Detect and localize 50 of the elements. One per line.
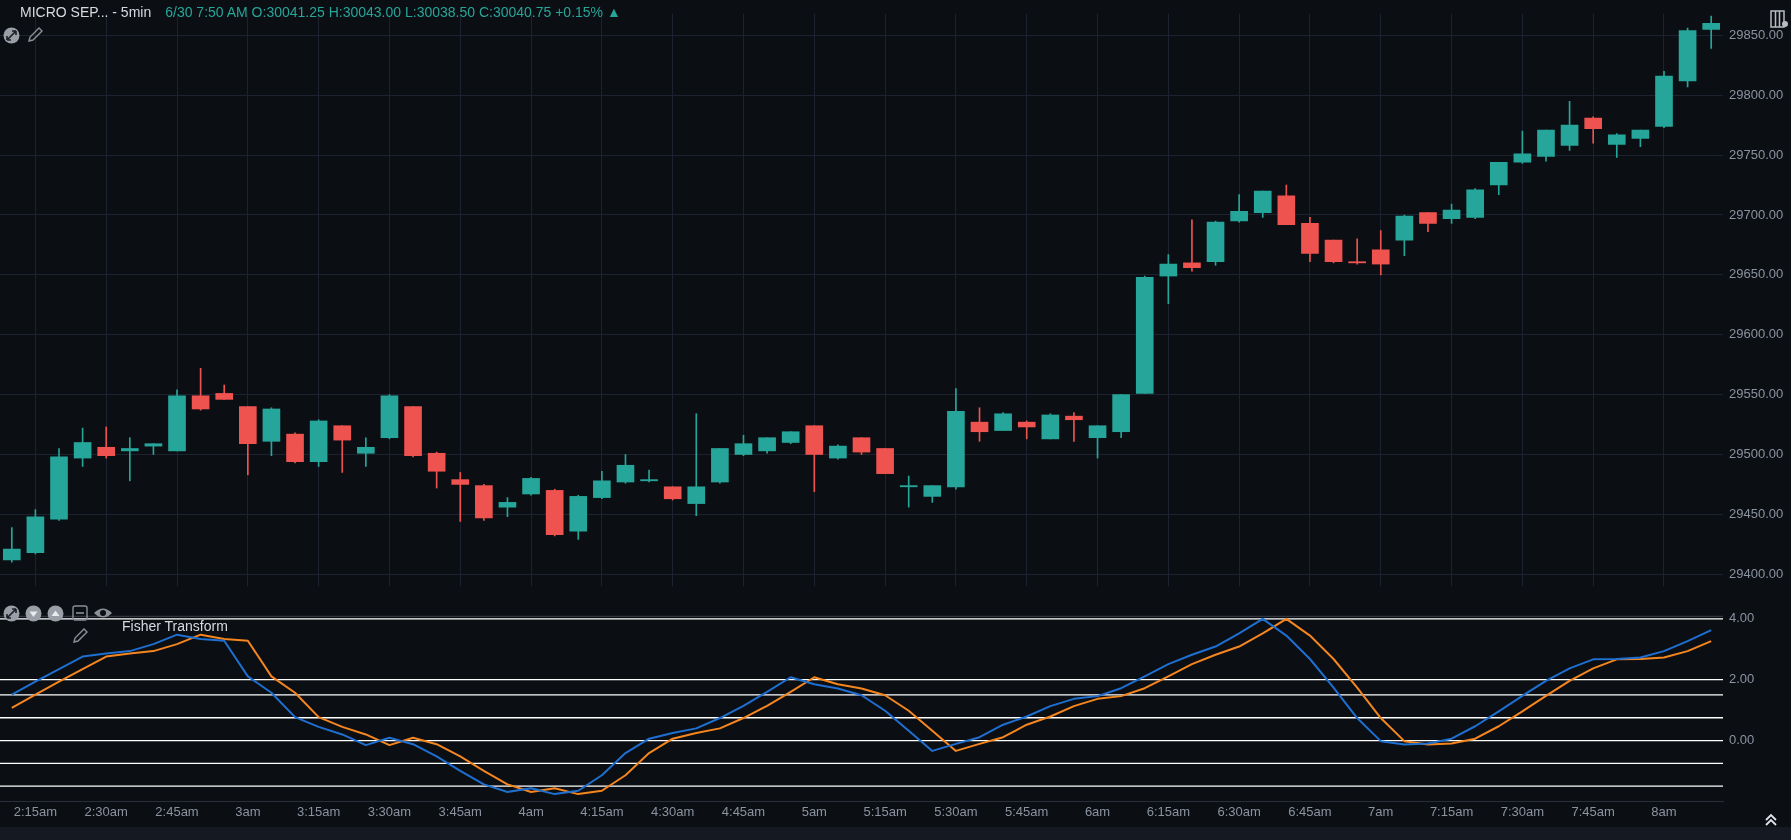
y-tick-label: 0.00 (1729, 732, 1755, 748)
y-tick-label: 2.00 (1729, 671, 1755, 687)
y-tick-label: 29550.00 (1729, 386, 1784, 402)
y-tick-label: 29600.00 (1729, 326, 1784, 342)
x-tick-label: 5:45am (1005, 803, 1049, 819)
x-tick-label: 3:30am (367, 803, 412, 819)
candlestick (899, 475, 918, 508)
x-tick-label: 4:45am (721, 803, 766, 819)
x-tick-label: 7:45am (1571, 803, 1615, 819)
x-tick-label: 3:15am (296, 803, 341, 819)
chart-title: Fisher Transform (122, 618, 228, 634)
x-tick-label: 8am (1651, 803, 1677, 819)
x-tick-label: 7am (1368, 803, 1394, 819)
candlestick (1702, 15, 1721, 49)
x-tick-label: 2:15am (13, 803, 58, 819)
candlestick (687, 413, 706, 516)
x-tick-label: 6am (1084, 803, 1111, 819)
x-tick-label: 4am (518, 803, 544, 819)
y-tick-label: 29750.00 (1729, 146, 1784, 162)
x-tick-label: 6:15am (1146, 803, 1191, 819)
y-tick-label: 29500.00 (1729, 446, 1784, 462)
candlestick (1348, 238, 1366, 265)
y-tick-label: 29850.00 (1729, 26, 1784, 42)
y-tick-label: 29700.00 (1729, 206, 1784, 222)
x-tick-label: 6:45am (1288, 803, 1332, 819)
candlestick (451, 472, 470, 522)
x-tick-label: 3am (235, 803, 261, 819)
x-tick-label: 5:15am (863, 803, 907, 819)
y-tick-label: 29450.00 (1729, 505, 1784, 521)
candlestick (1065, 412, 1083, 442)
x-tick-label: 3:45am (438, 803, 482, 819)
candlestick (120, 437, 139, 482)
y-tick-label: 4.00 (1729, 610, 1755, 626)
x-tick-label: 7:15am (1429, 803, 1474, 819)
x-tick-label: 4:15am (580, 803, 624, 819)
candlestick (1183, 219, 1201, 272)
x-tick-label: 4:30am (650, 803, 695, 819)
x-tick-label: 5am (801, 803, 827, 819)
x-tick-label: 6:30am (1217, 803, 1261, 819)
candlestick (640, 469, 658, 483)
x-tick-label: 5:30am (934, 803, 978, 819)
chart-subtitle: 6/30 7:50 AM O:30041.25 H:30043.00 L:30038.50 C:30040.75 +0.15% ▲ (165, 4, 621, 20)
candlestick (357, 437, 375, 467)
x-tick-label: 2:45am (155, 803, 199, 819)
y-tick-label: 29650.00 (1729, 266, 1784, 282)
chart-title: MICRO SEP... - 5min (20, 4, 152, 20)
x-tick-label: 2:30am (84, 803, 128, 819)
y-tick-label: 29400.00 (1729, 565, 1784, 581)
x-tick-label: 7:30am (1500, 803, 1545, 819)
y-tick-label: 29800.00 (1729, 86, 1784, 102)
